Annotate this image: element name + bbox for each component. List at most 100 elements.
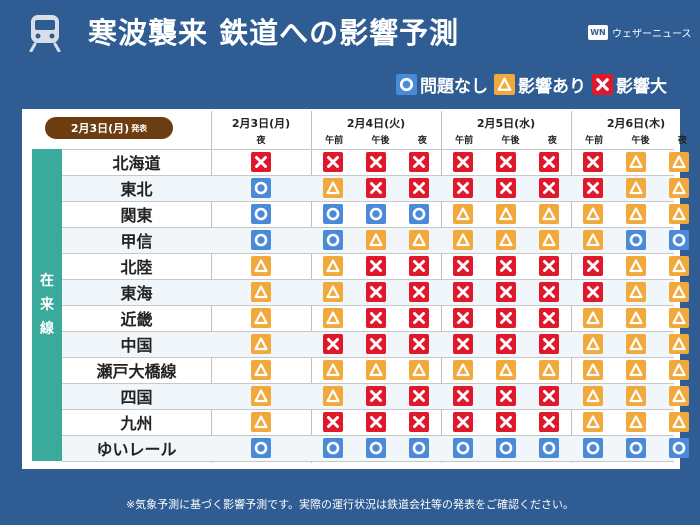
circle-icon xyxy=(366,438,386,458)
forecast-cell xyxy=(251,360,271,380)
forecast-cell xyxy=(409,334,430,354)
cross-icon xyxy=(539,412,560,432)
footnote: ※気象予測に基づく影響予測です。実際の運行状況は鉄道会社等の発表をご確認ください… xyxy=(125,498,575,511)
forecast-cell xyxy=(366,152,386,172)
row-divider xyxy=(62,201,674,202)
forecast-cell xyxy=(669,282,690,302)
forecast-cell xyxy=(582,204,603,224)
triangle-icon xyxy=(669,308,690,328)
period-label: 午前 xyxy=(585,136,604,146)
cross-icon xyxy=(539,152,560,172)
triangle-icon xyxy=(251,334,271,354)
table-row: ゆいレール xyxy=(62,435,690,461)
group-label-char: 線 xyxy=(40,321,54,337)
forecast-cell xyxy=(496,360,516,380)
forecast-cell xyxy=(251,412,271,432)
forecast-cell xyxy=(626,152,646,172)
forecast-cell xyxy=(669,230,690,250)
forecast-cell xyxy=(626,204,646,224)
triangle-icon xyxy=(409,230,430,250)
group-label-band: 在来線 xyxy=(32,149,62,461)
cross-icon xyxy=(452,256,473,276)
day-date: 2月5日(水) xyxy=(476,117,536,130)
forecast-cell xyxy=(366,308,386,328)
line-name: 東北 xyxy=(120,180,153,199)
forecast-cell xyxy=(626,308,646,328)
table-row: 甲信 xyxy=(62,227,690,253)
forecast-cell xyxy=(496,282,516,302)
triangle-icon xyxy=(626,334,646,354)
forecast-cell xyxy=(452,308,473,328)
row-divider xyxy=(62,435,674,436)
forecast-cell xyxy=(251,386,271,406)
day-date: 2月3日(月) xyxy=(231,117,291,130)
forecast-cell xyxy=(452,386,473,406)
forecast-cell xyxy=(539,256,560,276)
forecast-cell xyxy=(669,386,690,406)
line-name: 近畿 xyxy=(120,310,153,329)
triangle-icon xyxy=(366,360,386,380)
forecast-cell xyxy=(409,178,430,198)
forecast-cell xyxy=(322,152,343,172)
day-header: 2月6日(木) 午前 午後 夜 xyxy=(571,111,700,149)
cross-icon xyxy=(409,412,430,432)
forecast-cell xyxy=(322,308,343,328)
table-row: 四国 xyxy=(62,383,690,409)
forecast-cell xyxy=(322,256,343,276)
triangle-icon xyxy=(669,386,690,406)
forecast-cell xyxy=(669,204,690,224)
forecast-cell xyxy=(582,178,603,198)
forecast-cell xyxy=(409,308,430,328)
forecast-cell xyxy=(669,360,690,380)
triangle-icon xyxy=(496,230,516,250)
period-label: 午前 xyxy=(455,136,474,146)
circle-icon xyxy=(626,230,646,250)
triangle-icon xyxy=(582,204,603,224)
triangle-icon xyxy=(494,73,515,95)
triangle-icon xyxy=(626,282,646,302)
cross-icon xyxy=(409,334,430,354)
forecast-cell xyxy=(582,256,603,276)
forecast-cell xyxy=(251,256,271,276)
triangle-icon xyxy=(251,360,271,380)
forecast-cell xyxy=(496,386,516,406)
forecast-cell xyxy=(669,256,690,276)
forecast-cell xyxy=(452,360,473,380)
triangle-icon xyxy=(626,152,646,172)
period-label: 午後 xyxy=(631,136,650,146)
cross-icon xyxy=(322,412,343,432)
circle-icon xyxy=(409,204,430,224)
forecast-cell xyxy=(539,230,560,250)
cross-icon xyxy=(366,178,386,198)
row-divider xyxy=(62,461,674,462)
triangle-icon xyxy=(582,412,603,432)
cross-icon xyxy=(452,386,473,406)
forecast-cell xyxy=(366,360,386,380)
forecast-cell xyxy=(251,438,271,458)
triangle-icon xyxy=(626,178,646,198)
forecast-cell xyxy=(539,360,560,380)
day-date: 2月6日(木) xyxy=(606,117,666,130)
line-name: 北陸 xyxy=(120,258,153,277)
forecast-cell xyxy=(251,178,271,198)
forecast-cell xyxy=(669,438,690,458)
circle-icon xyxy=(539,438,560,458)
triangle-icon xyxy=(322,386,343,406)
cross-icon xyxy=(366,334,386,354)
forecast-cell xyxy=(626,412,646,432)
row-divider xyxy=(62,175,674,176)
day-header: 2月3日(月) 夜 xyxy=(211,111,311,149)
triangle-icon xyxy=(322,178,343,198)
cross-icon xyxy=(366,152,386,172)
cross-icon xyxy=(366,256,386,276)
forecast-cell xyxy=(322,412,343,432)
cross-icon xyxy=(582,178,603,198)
row-divider xyxy=(62,331,674,332)
forecast-cell xyxy=(496,412,516,432)
cross-icon xyxy=(496,282,516,302)
day-header: 2月5日(水) 午前 午後 夜 xyxy=(441,111,571,149)
forecast-cell xyxy=(582,412,603,432)
triangle-icon xyxy=(452,360,473,380)
forecast-cell xyxy=(409,386,430,406)
forecast-cell xyxy=(539,386,560,406)
